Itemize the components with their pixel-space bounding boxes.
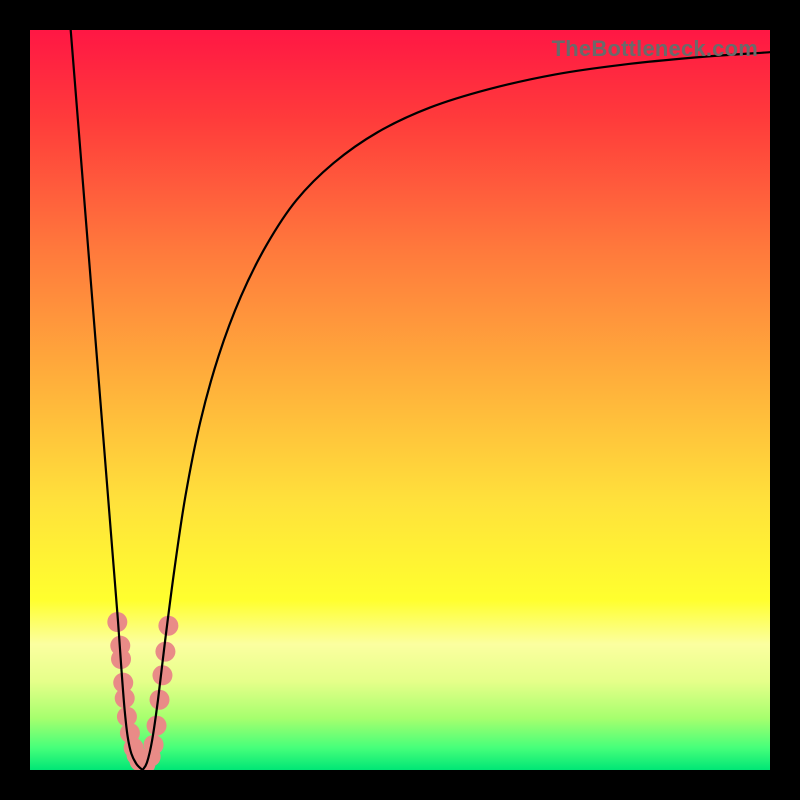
chart-frame: TheBottleneck.com [0,0,800,800]
curve-left [71,30,143,770]
curve-right [142,52,770,770]
plot-area: TheBottleneck.com [30,30,770,770]
watermark-text: TheBottleneck.com [552,36,758,62]
curves-layer [30,30,770,770]
